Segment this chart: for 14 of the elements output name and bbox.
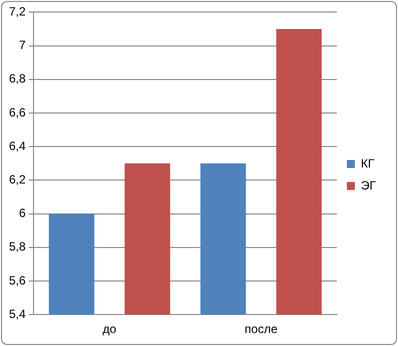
legend-label: КГ xyxy=(360,156,375,170)
y-tick-label: 6,2 xyxy=(8,172,26,187)
y-tick-label: 5,8 xyxy=(8,240,26,254)
y-tick-label: 5,4 xyxy=(8,306,26,321)
y-tick-label: 5,6 xyxy=(8,273,26,288)
y-tick-label: 7,2 xyxy=(8,4,26,19)
y-tick-label: 6 xyxy=(18,206,26,220)
y-tick-label: 7 xyxy=(18,38,26,52)
legend-label: ЭГ xyxy=(360,178,376,192)
x-tick-label: после xyxy=(244,322,278,336)
x-tick-label: до xyxy=(102,322,117,336)
y-tick-label: 6,4 xyxy=(8,138,26,153)
y-tick-label: 6,8 xyxy=(8,72,26,86)
y-tick-label: 6,6 xyxy=(8,105,26,120)
